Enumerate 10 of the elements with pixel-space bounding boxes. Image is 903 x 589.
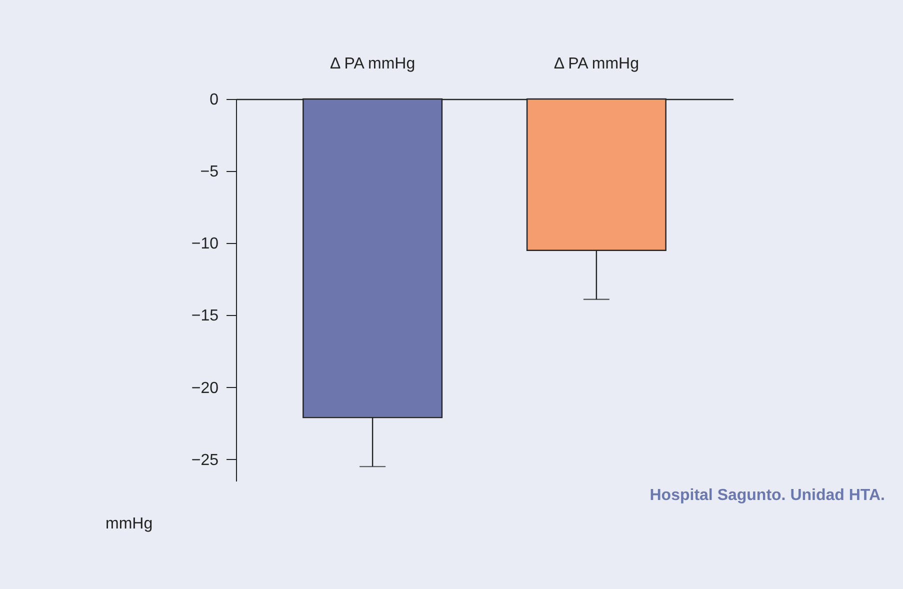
y-tick-label: −25 xyxy=(191,452,219,469)
y-tick-label: −10 xyxy=(191,236,219,253)
text: Hospital Sagunto. Unidad HTA. xyxy=(650,487,885,504)
y-tick-label: −20 xyxy=(191,380,219,397)
y-axis-title: mmHg xyxy=(106,516,153,532)
y-tick-label: −15 xyxy=(191,308,219,325)
y-tick-label: −5 xyxy=(200,164,219,181)
y-tick-label: 0 xyxy=(210,92,219,108)
x-tick-label: Δ PA mmHg xyxy=(330,56,416,72)
x-tick-label: Δ PA mmHg xyxy=(554,56,639,72)
